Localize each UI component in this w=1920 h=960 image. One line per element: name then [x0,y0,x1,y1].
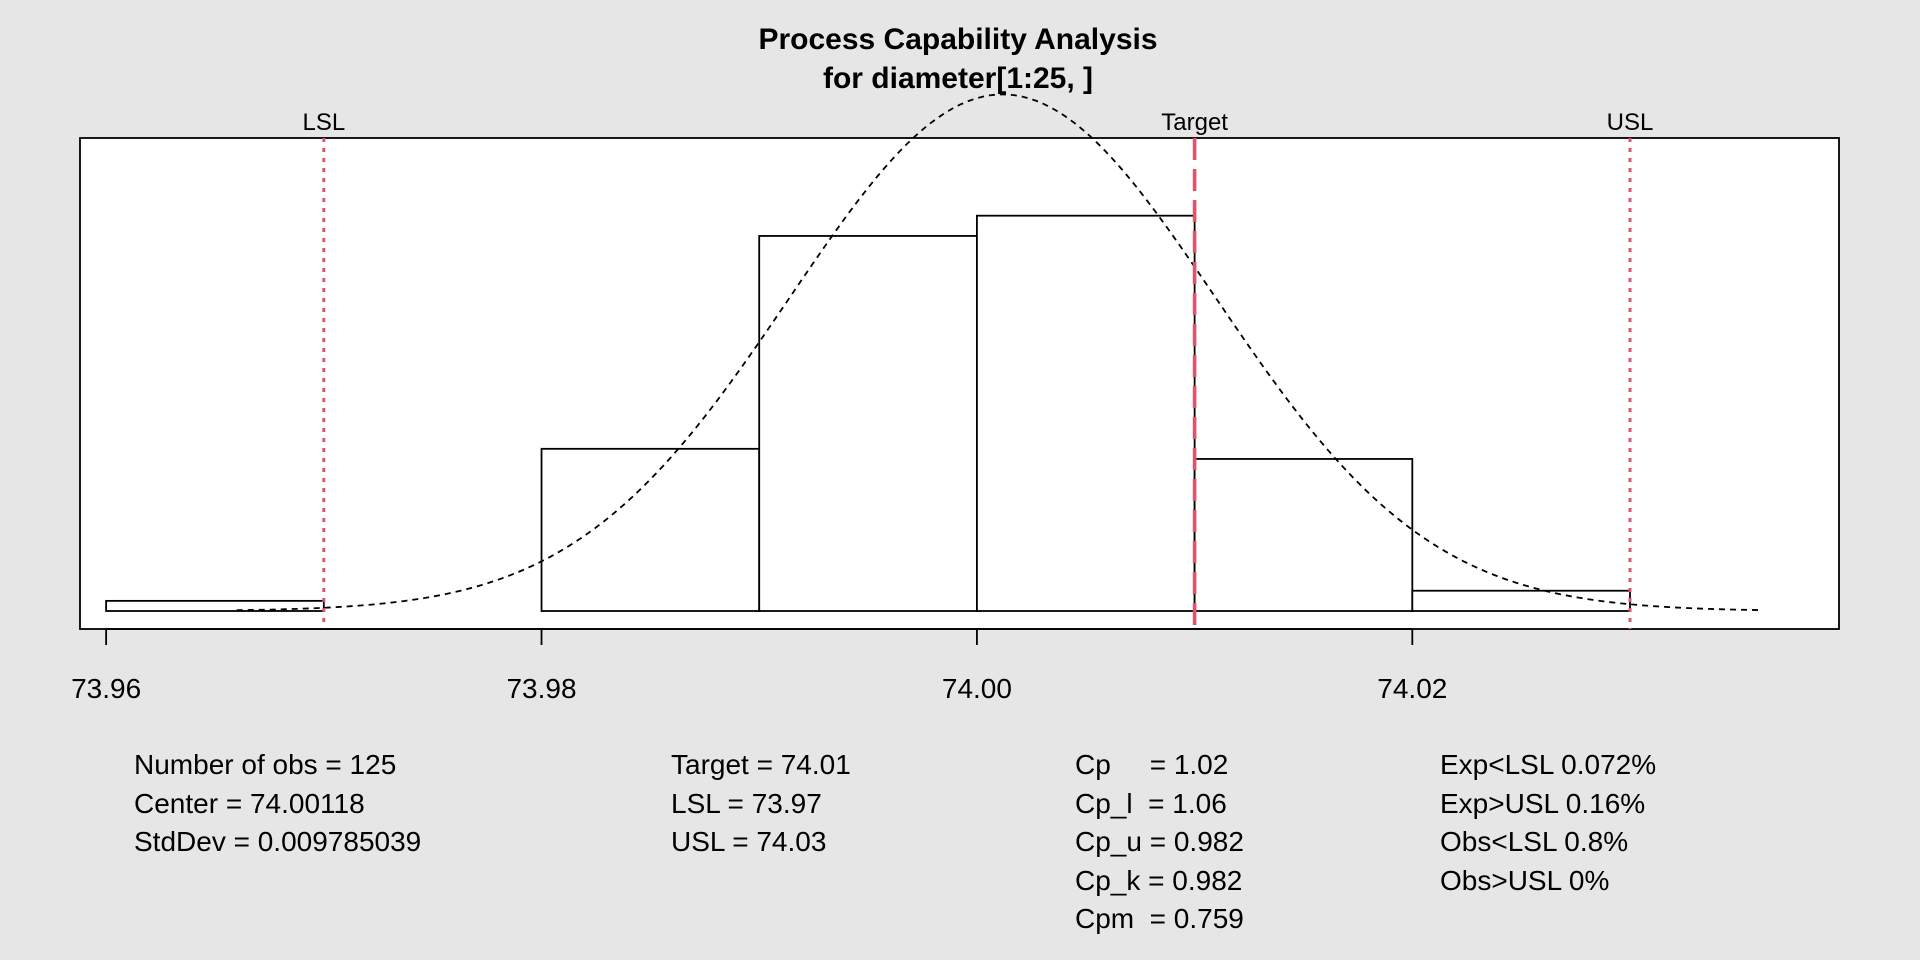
histogram-bar-4 [976,214,1196,612]
spec-lines: LSL Target USL [302,109,1653,629]
chart-subtitle: for diameter[1:25, ] [823,62,1093,95]
stat-target: Target = 74.01 [671,749,851,780]
x-tick-label: 73.96 [71,673,141,704]
stats-column-specs: Target = 74.01 LSL = 73.97 USL = 74.03 [671,746,851,862]
usl-label: USL [1607,109,1654,136]
stat-cp-l: Cp_l = 1.06 [1075,787,1227,819]
x-tick-label: 74.00 [942,673,1012,704]
histogram-bar-2 [540,447,761,612]
histogram-bars [105,214,1631,612]
stat-cp-k: Cp_k = 0.982 [1075,864,1243,896]
stat-cp: Cp = 1.02 [1075,749,1229,780]
stat-exp-below-lsl: Exp<LSL 0.072% [1440,749,1657,780]
stat-cpm: Cpm = 0.759 [1075,903,1244,934]
histogram-bar-5 [1193,458,1414,612]
normal-curve [236,93,1761,612]
x-axis: 73.96 73.98 74.00 74.02 [71,628,1447,704]
stat-obs-below-lsl: Obs<LSL 0.8% [1440,826,1629,857]
stat-usl: USL = 74.03 [671,826,827,857]
chart-title: Process Capability Analysis [758,23,1157,56]
stat-obs-above-usl: Obs>USL 0% [1440,864,1610,896]
stat-lsl: LSL = 73.97 [671,787,822,819]
stats-column-percentages: Exp<LSL 0.072% Exp>USL 0.16% Obs<LSL 0.8… [1440,746,1656,900]
stat-stddev: StdDev = 0.009785039 [134,826,422,857]
stats-column-indices: Cp = 1.02 Cp_l = 1.06 Cp_u = 0.982 Cp_k … [1075,746,1244,939]
stat-number-of-obs: Number of obs = 125 [134,749,397,780]
stat-center: Center = 74.00118 [134,787,365,819]
stat-exp-above-usl: Exp>USL 0.16% [1440,787,1646,819]
x-tick-label: 73.98 [506,673,576,704]
lsl-label: LSL [302,109,345,136]
histogram-bar-3 [758,235,978,612]
x-tick-label: 74.02 [1377,673,1447,704]
histogram-bar-6 [1411,589,1631,612]
histogram-bar-0 [105,599,325,612]
stat-cp-u: Cp_u = 0.982 [1075,826,1244,857]
target-label: Target [1161,109,1228,136]
stats-column-observations: Number of obs = 125 Center = 74.00118 St… [134,746,421,862]
